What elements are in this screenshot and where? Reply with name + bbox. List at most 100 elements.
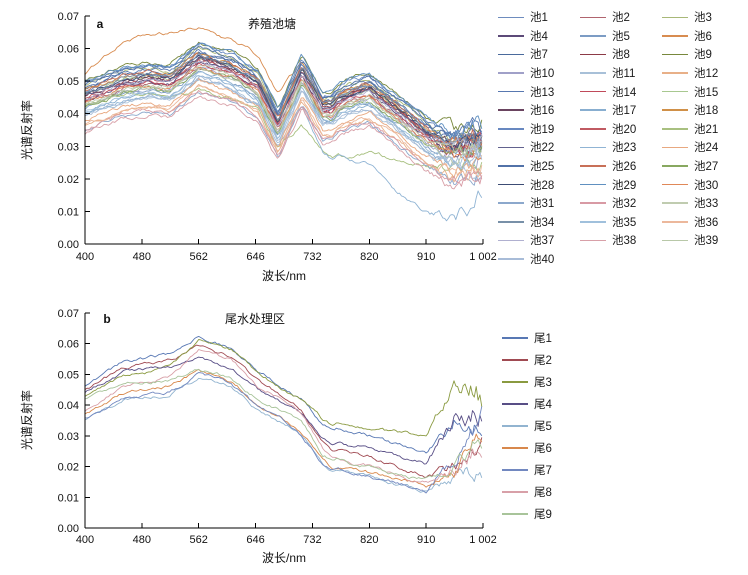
- legend-label: 池35: [612, 216, 637, 229]
- legend-swatch: [498, 53, 524, 56]
- legend-label: 尾7: [534, 465, 552, 477]
- legend-label: 池25: [530, 161, 555, 174]
- legend-item-尾3: 尾3: [502, 371, 702, 393]
- legend-panel-b: 尾1 尾2 尾3 尾4 尾5 尾6 尾7 尾8 尾9: [502, 327, 702, 525]
- legend-swatch: [580, 109, 606, 112]
- legend-item-尾2: 尾2: [502, 349, 702, 371]
- legend-swatch: [498, 72, 524, 74]
- panel-letter-b: b: [103, 312, 110, 326]
- y-tick-label: 0.00: [58, 239, 79, 251]
- series-line-池20: [84, 58, 483, 153]
- legend-item-池3: 池3: [662, 8, 744, 27]
- series-line-池17: [84, 75, 482, 171]
- series-line-池40: [84, 75, 483, 170]
- legend-label: 池36: [694, 216, 719, 229]
- series-line-池37: [84, 60, 483, 151]
- legend-swatch: [662, 16, 688, 19]
- legend-item-尾9: 尾9: [502, 503, 702, 525]
- x-tick-label: 820: [360, 534, 378, 546]
- legend-item-池20: 池20: [580, 120, 662, 139]
- legend-swatch: [498, 202, 524, 205]
- x-tick-label: 1 002: [469, 251, 497, 263]
- series-line-池26: [84, 53, 483, 146]
- series-line-尾5: [84, 377, 483, 493]
- legend-label: 池7: [530, 49, 548, 62]
- legend-label: 池4: [530, 30, 548, 43]
- legend-label: 尾9: [534, 509, 552, 521]
- legend-item-尾1: 尾1: [502, 327, 702, 349]
- legend-item-池35: 池35: [580, 213, 662, 232]
- series-line-池25: [84, 45, 483, 149]
- legend-item-尾8: 尾8: [502, 481, 702, 503]
- x-tick-label: 646: [246, 534, 264, 546]
- legend-label: 尾5: [534, 421, 552, 433]
- legend-label: 池38: [612, 235, 637, 248]
- legend-item-池29: 池29: [580, 175, 662, 194]
- y-tick-label: 0.02: [58, 462, 79, 474]
- legend-swatch: [498, 258, 524, 260]
- legend-swatch: [662, 221, 688, 223]
- legend-label: 池20: [612, 123, 637, 136]
- series-line-池24: [84, 78, 483, 179]
- x-tick-label: 562: [190, 251, 208, 263]
- legend-item-池30: 池30: [662, 175, 744, 194]
- legend-label: 池1: [530, 12, 548, 25]
- legend-label: 池37: [530, 235, 555, 248]
- legend-label: 尾2: [534, 355, 552, 367]
- legend-item-池38: 池38: [580, 231, 662, 250]
- legend-label: 池24: [694, 142, 719, 155]
- legend-label: 池2: [612, 12, 630, 25]
- series-line-尾9: [84, 369, 483, 480]
- legend-label: 池31: [530, 198, 555, 211]
- legend-item-池25: 池25: [498, 157, 580, 176]
- legend-label: 尾4: [534, 399, 552, 411]
- x-tick-label: 646: [246, 251, 264, 263]
- legend-item-池4: 池4: [498, 27, 580, 46]
- legend-item-池32: 池32: [580, 194, 662, 213]
- legend-label: 池3: [694, 12, 712, 25]
- legend-label: 池11: [612, 68, 636, 81]
- x-tick-label: 732: [303, 534, 321, 546]
- x-tick-label: 820: [360, 251, 378, 263]
- legend-item-池27: 池27: [662, 157, 744, 176]
- y-tick-label: 0.04: [58, 400, 79, 412]
- legend-item-池23: 池23: [580, 138, 662, 157]
- legend-label: 池18: [694, 105, 719, 118]
- series-line-尾2: [84, 344, 483, 478]
- legend-item-池19: 池19: [498, 120, 580, 139]
- legend-item-池11: 池11: [580, 64, 662, 83]
- legend-item-池5: 池5: [580, 27, 662, 46]
- x-tick-label: 400: [76, 251, 94, 263]
- legend-label: 池9: [694, 49, 712, 62]
- legend-swatch: [580, 183, 606, 186]
- legend-swatch: [662, 202, 688, 205]
- legend-item-池36: 池36: [662, 213, 744, 232]
- legend-label: 池12: [694, 68, 719, 81]
- legend-item-尾4: 尾4: [502, 393, 702, 415]
- legend-swatch: [580, 146, 606, 149]
- legend-swatch: [580, 35, 606, 37]
- y-axis-label-b: 光谱反射率: [19, 390, 34, 450]
- series-line-尾7: [85, 372, 483, 494]
- series-line-池19: [84, 42, 483, 142]
- x-tick-label: 1 002: [469, 534, 497, 546]
- series-line-尾8: [84, 349, 483, 483]
- series-line-池39: [84, 67, 483, 166]
- y-tick-label: 0.05: [58, 369, 79, 381]
- legend-label: 池16: [530, 105, 555, 118]
- y-axis-label-a: 光谱反射率: [19, 100, 34, 160]
- legend-item-尾6: 尾6: [502, 437, 702, 459]
- legend-label: 池29: [612, 179, 637, 192]
- legend-swatch: [580, 165, 606, 167]
- legend-label: 池34: [530, 216, 555, 229]
- series-line-尾3: [84, 339, 483, 437]
- legend-item-池39: 池39: [662, 231, 744, 250]
- legend-item-池16: 池16: [498, 101, 580, 120]
- legend-swatch: [502, 381, 528, 383]
- legend-item-池1: 池1: [498, 8, 580, 27]
- legend-swatch: [502, 447, 528, 449]
- legend-item-池33: 池33: [662, 194, 744, 213]
- legend-label: 池32: [612, 198, 637, 211]
- y-tick-label: 0.07: [58, 308, 79, 320]
- legend-swatch: [662, 72, 688, 74]
